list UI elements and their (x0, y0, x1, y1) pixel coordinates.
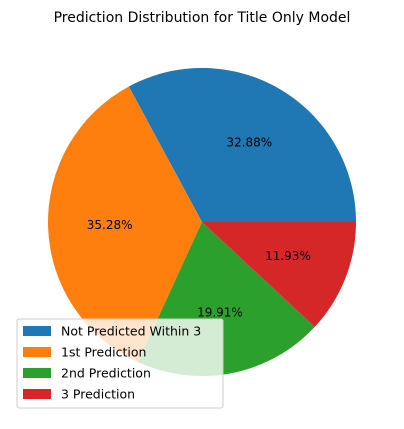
pie-slice-1 (128, 67, 356, 222)
pie-value-label-1: 32.88% (226, 136, 272, 150)
pie-slice-2 (47, 86, 202, 363)
pie-value-label-4: 11.93% (265, 249, 311, 263)
chart-title: Prediction Distribution for Title Only M… (54, 10, 351, 26)
legend-swatch-2 (23, 347, 51, 357)
legend-label-1: Not Predicted Within 3 (61, 324, 201, 339)
pie-value-labels: 32.88% 35.28% 19.91% 11.93% (87, 136, 311, 320)
legend-label-4: 3 Prediction (61, 387, 135, 402)
legend-swatch-1 (23, 326, 51, 336)
legend-label-3: 2nd Prediction (61, 366, 151, 381)
legend-label-2: 1st Prediction (61, 345, 146, 360)
pie-value-label-3: 19.91% (197, 306, 243, 320)
legend-swatch-3 (23, 368, 51, 378)
legend-swatch-4 (23, 389, 51, 399)
pie-slices (47, 67, 356, 377)
legend-frame (16, 318, 224, 409)
pie-slice-4 (202, 222, 356, 327)
pie-value-label-2: 35.28% (87, 218, 133, 232)
legend: Not Predicted Within 3 1st Prediction 2nd … (16, 318, 224, 409)
